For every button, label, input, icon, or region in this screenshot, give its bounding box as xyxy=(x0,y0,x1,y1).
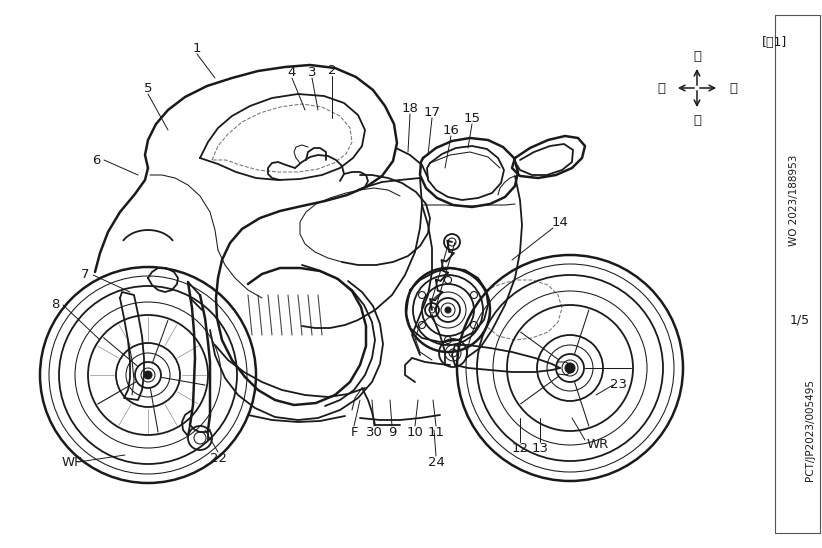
Text: 23: 23 xyxy=(609,379,626,391)
Text: 11: 11 xyxy=(427,425,445,438)
Text: WF: WF xyxy=(62,455,83,469)
Text: 15: 15 xyxy=(464,111,481,124)
Text: 13: 13 xyxy=(532,442,548,454)
Circle shape xyxy=(565,363,575,373)
Text: 10: 10 xyxy=(407,425,423,438)
Text: 24: 24 xyxy=(427,455,445,469)
Text: 前: 前 xyxy=(657,82,665,94)
Text: 12: 12 xyxy=(511,442,529,454)
Text: F: F xyxy=(350,425,358,438)
Text: 4: 4 xyxy=(288,66,296,78)
Circle shape xyxy=(445,307,451,313)
Text: 1: 1 xyxy=(192,42,201,54)
Text: [図1]: [図1] xyxy=(762,36,787,49)
Text: 1/5: 1/5 xyxy=(790,313,810,327)
Text: 22: 22 xyxy=(210,452,227,465)
Text: PCT/JP2023/005495: PCT/JP2023/005495 xyxy=(805,379,815,481)
Text: WO 2023/188953: WO 2023/188953 xyxy=(789,155,799,246)
Text: WR: WR xyxy=(587,438,609,452)
Text: 14: 14 xyxy=(552,215,569,229)
Text: 18: 18 xyxy=(402,101,418,115)
Text: 上: 上 xyxy=(693,49,701,62)
Text: 3: 3 xyxy=(307,66,316,78)
Text: 後: 後 xyxy=(729,82,737,94)
Text: 5: 5 xyxy=(144,82,152,94)
Circle shape xyxy=(144,371,152,379)
Text: 7: 7 xyxy=(81,269,90,282)
Text: 17: 17 xyxy=(423,106,441,118)
Text: 8: 8 xyxy=(51,299,59,311)
Text: 30: 30 xyxy=(366,425,382,438)
Text: 9: 9 xyxy=(388,425,396,438)
Text: 6: 6 xyxy=(92,153,100,167)
Text: 下: 下 xyxy=(693,113,701,127)
Text: 2: 2 xyxy=(328,64,336,77)
Text: 16: 16 xyxy=(442,123,459,136)
